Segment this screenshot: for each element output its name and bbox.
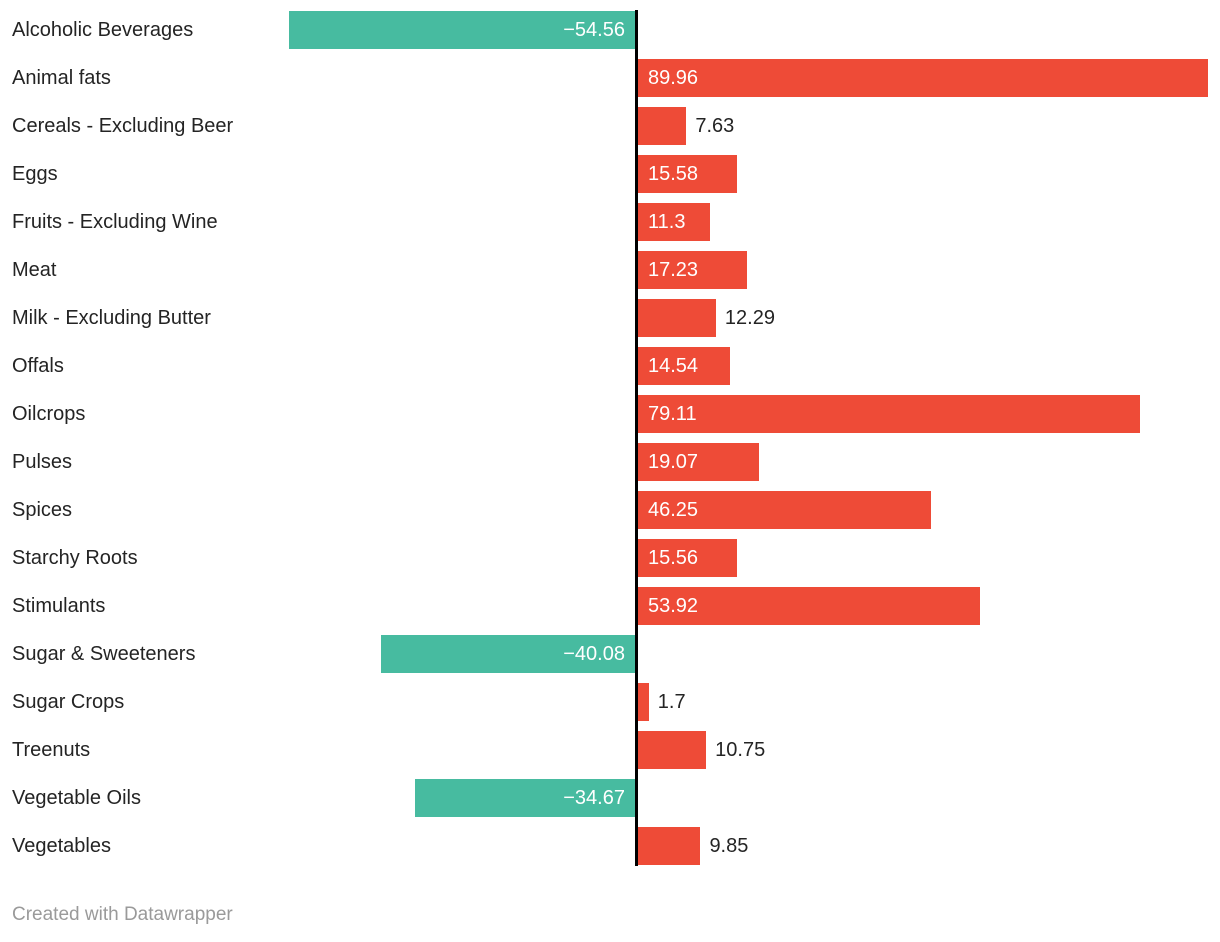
category-label: Vegetables	[12, 835, 111, 857]
category-label: Starchy Roots	[12, 547, 138, 569]
chart-row: Sugar & Sweeteners −40.08	[0, 630, 1220, 678]
value-label: 11.3	[648, 210, 686, 233]
bar[interactable]: 11.3	[638, 203, 710, 241]
bar[interactable]	[638, 683, 649, 721]
value-label: 10.75	[715, 739, 766, 761]
bar[interactable]: −40.08	[380, 635, 635, 673]
bar[interactable]: 46.25	[638, 491, 932, 529]
category-label: Milk - Excluding Butter	[12, 307, 211, 329]
category-label: Sugar Crops	[12, 691, 125, 713]
chart-row: Cereals - Excluding Beer 7.63	[0, 102, 1220, 150]
chart-row: Fruits - Excluding Wine 11.3	[0, 198, 1220, 246]
value-label: 1.7	[657, 691, 686, 713]
category-label: Vegetable Oils	[12, 787, 141, 809]
chart-row: Offals 14.54	[0, 342, 1220, 390]
category-label: Stimulants	[12, 595, 106, 617]
category-label: Alcoholic Beverages	[12, 19, 194, 41]
value-label: 7.63	[695, 115, 735, 137]
category-label: Fruits - Excluding Wine	[12, 211, 218, 233]
chart-row: Eggs 15.58	[0, 150, 1220, 198]
category-label: Offals	[12, 355, 64, 377]
value-label: −34.67	[563, 786, 625, 809]
chart-row: Vegetable Oils −34.67	[0, 774, 1220, 822]
category-label: Meat	[12, 259, 57, 281]
value-label: 14.54	[648, 354, 699, 377]
value-label: 89.96	[648, 66, 699, 89]
bar[interactable]: 89.96	[638, 59, 1209, 97]
category-label: Pulses	[12, 451, 73, 473]
chart-row: Milk - Excluding Butter 12.29	[0, 294, 1220, 342]
chart-row: Starchy Roots 15.56	[0, 534, 1220, 582]
category-label: Sugar & Sweeteners	[12, 643, 196, 665]
chart-row: Oilcrops 79.11	[0, 390, 1220, 438]
chart-row: Sugar Crops 1.7	[0, 678, 1220, 726]
bar[interactable]	[638, 299, 716, 337]
chart-row: Vegetables 9.85	[0, 822, 1220, 870]
bar[interactable]	[638, 107, 687, 145]
chart-row: Animal fats 89.96	[0, 54, 1220, 102]
bar[interactable]: 79.11	[638, 395, 1140, 433]
bar[interactable]	[638, 731, 707, 769]
chart-row: Treenuts 10.75	[0, 726, 1220, 774]
category-label: Spices	[12, 499, 73, 521]
bar[interactable]: 15.58	[638, 155, 737, 193]
bar[interactable]: 15.56	[638, 539, 737, 577]
value-label: −54.56	[563, 18, 625, 41]
value-label: 15.56	[648, 546, 699, 569]
zero-baseline	[635, 10, 638, 866]
chart-row: Pulses 19.07	[0, 438, 1220, 486]
bar[interactable]: 53.92	[638, 587, 980, 625]
value-label: 12.29	[724, 307, 775, 329]
value-label: 79.11	[648, 402, 697, 425]
chart-row: Meat 17.23	[0, 246, 1220, 294]
chart-row: Stimulants 53.92	[0, 582, 1220, 630]
category-label: Animal fats	[12, 67, 111, 89]
value-label: 53.92	[648, 594, 699, 617]
category-label: Eggs	[12, 163, 58, 185]
bar[interactable]: 14.54	[638, 347, 731, 385]
value-label: 9.85	[709, 835, 749, 857]
category-label: Oilcrops	[12, 403, 86, 425]
bar[interactable]: 19.07	[638, 443, 759, 481]
category-label: Cereals - Excluding Beer	[12, 115, 234, 137]
bar[interactable]: −34.67	[415, 779, 635, 817]
value-label: 15.58	[648, 162, 699, 185]
value-label: 19.07	[648, 450, 699, 473]
chart-row: Alcoholic Beverages −54.56	[0, 6, 1220, 54]
bar[interactable]: −54.56	[289, 11, 635, 49]
category-label: Treenuts	[12, 739, 91, 761]
chart-row: Spices 46.25	[0, 486, 1220, 534]
bar[interactable]: 17.23	[638, 251, 748, 289]
bar[interactable]	[638, 827, 701, 865]
datawrapper-attribution-link[interactable]: Created with Datawrapper	[12, 904, 233, 925]
value-label: −40.08	[563, 642, 625, 665]
value-label: 46.25	[648, 498, 699, 521]
value-label: 17.23	[648, 258, 699, 281]
